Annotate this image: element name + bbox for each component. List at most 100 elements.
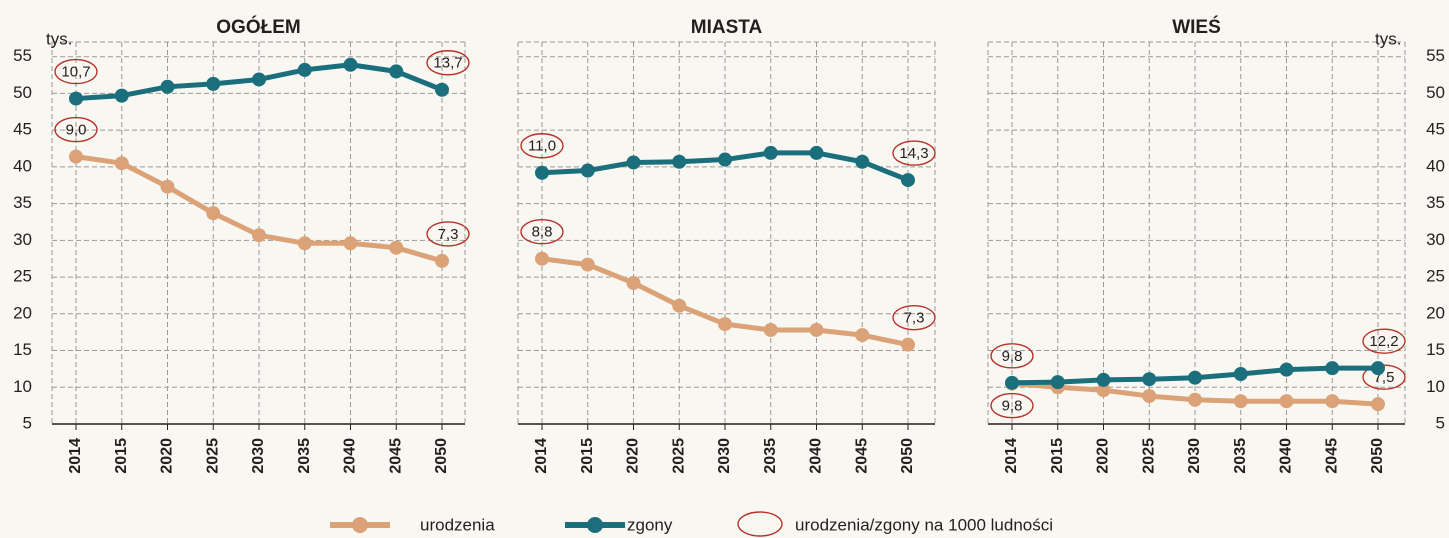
x-tick-label: 2030 <box>250 438 267 474</box>
x-tick-label: 2015 <box>113 438 130 474</box>
y-tick-label: 50 <box>1426 83 1445 102</box>
point <box>1325 361 1340 376</box>
point <box>901 337 915 352</box>
x-tick-label: 2045 <box>853 438 870 474</box>
point <box>389 64 404 79</box>
point <box>1325 394 1340 409</box>
point <box>389 240 404 255</box>
point <box>69 149 83 164</box>
x-tick-label: 2050 <box>899 438 916 474</box>
point <box>1279 362 1294 377</box>
point <box>626 155 641 170</box>
legend-rate-ellipse <box>737 511 783 537</box>
chart-title: MIASTA <box>691 17 763 38</box>
y-tick-label: 45 <box>1426 120 1445 139</box>
point <box>809 322 824 337</box>
x-tick-label: 2030 <box>1186 438 1203 474</box>
legend-marker <box>587 517 603 533</box>
x-tick-label: 2035 <box>1232 438 1249 474</box>
rate-label: 9,8 <box>1002 348 1023 365</box>
x-tick-label: 2020 <box>625 438 642 474</box>
x-tick-label: 2014 <box>533 438 550 474</box>
y-tick-label: 35 <box>13 193 32 212</box>
rate-ellipse <box>426 50 470 76</box>
rate-ellipse <box>1362 328 1406 354</box>
x-tick-label: 2015 <box>579 438 596 474</box>
point <box>297 236 312 251</box>
legend-label: urodzenia/zgony na 1000 ludności <box>795 515 1053 534</box>
y-tick-label: 40 <box>1426 156 1445 175</box>
x-tick-label: 2014 <box>67 438 84 474</box>
x-tick-label: 2025 <box>1140 438 1157 474</box>
point <box>114 156 129 171</box>
point <box>901 173 915 188</box>
y-tick-label: 10 <box>1426 377 1445 396</box>
x-tick-label: 2025 <box>670 438 687 474</box>
point <box>809 145 824 160</box>
rate-label: 9,0 <box>66 122 87 139</box>
point <box>206 76 221 91</box>
rate-ellipse <box>426 221 470 247</box>
x-tick-label: 2030 <box>716 438 733 474</box>
rate-ellipse <box>892 304 936 331</box>
point <box>297 62 312 77</box>
x-tick-label: 2050 <box>1369 438 1386 474</box>
point <box>672 298 687 313</box>
x-tick-label: 2020 <box>159 438 176 474</box>
point <box>763 145 778 160</box>
point <box>1050 375 1065 390</box>
point <box>580 163 595 178</box>
rate-ellipse <box>990 392 1034 419</box>
y-tick-label: 20 <box>13 303 32 322</box>
point <box>343 236 358 251</box>
point <box>718 152 732 167</box>
point <box>855 328 870 343</box>
rate-label: 9,8 <box>1002 398 1023 415</box>
y-tick-label: 20 <box>1426 303 1445 322</box>
point <box>1371 361 1385 376</box>
rate-label: 7,3 <box>904 310 925 327</box>
point <box>1096 372 1111 387</box>
x-tick-label: 2040 <box>342 438 359 474</box>
legend-label: zgony <box>627 515 673 534</box>
y-tick-label: 50 <box>13 83 32 102</box>
y-tick-label: 10 <box>13 377 32 396</box>
point <box>535 251 549 266</box>
point <box>1096 383 1111 398</box>
point <box>626 275 641 290</box>
x-tick-label: 2035 <box>296 438 313 474</box>
rate-ellipse <box>54 116 98 143</box>
point <box>69 91 83 106</box>
point <box>1371 397 1385 412</box>
point <box>672 154 687 169</box>
x-tick-label: 2025 <box>204 438 221 474</box>
y-tick-label: 5 <box>1436 413 1445 432</box>
point <box>160 79 175 94</box>
y-tick-label: 35 <box>1426 193 1445 212</box>
point <box>1233 394 1248 409</box>
point <box>206 206 221 221</box>
rate-ellipse <box>520 133 564 159</box>
rate-ellipse <box>892 140 936 166</box>
x-tick-label: 2014 <box>1003 438 1020 474</box>
point <box>1279 394 1294 409</box>
point <box>435 253 449 268</box>
rate-ellipse <box>520 219 564 245</box>
x-tick-label: 2045 <box>387 438 404 474</box>
y-unit: tys. <box>46 29 72 48</box>
point <box>160 179 175 194</box>
rate-label: 10,7 <box>61 64 90 81</box>
x-tick-label: 2040 <box>1278 438 1295 474</box>
y-tick-label: 15 <box>1426 340 1445 359</box>
x-tick-label: 2035 <box>762 438 779 474</box>
point <box>1142 372 1157 387</box>
rate-label: 13,7 <box>433 55 462 72</box>
point <box>252 228 266 243</box>
rate-label: 7,3 <box>438 226 459 243</box>
rate-ellipse <box>54 58 98 85</box>
y-tick-label: 30 <box>13 230 32 249</box>
y-unit: tys. <box>1375 29 1401 48</box>
y-tick-label: 55 <box>13 46 32 65</box>
y-tick-label: 15 <box>13 340 32 359</box>
